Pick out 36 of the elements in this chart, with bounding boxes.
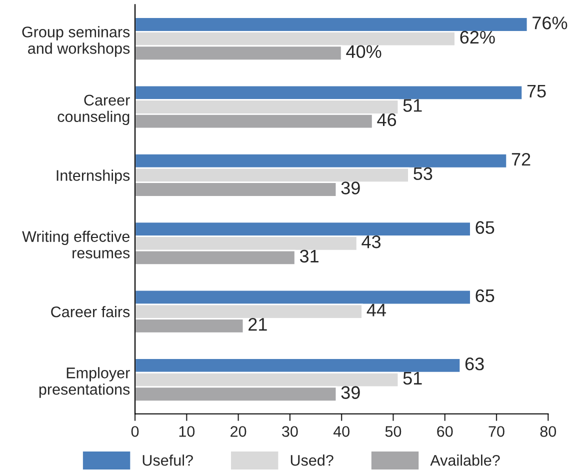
data-label: 65 xyxy=(476,289,494,302)
data-label: 62% xyxy=(460,30,495,44)
y-tick-label: Career counseling xyxy=(58,94,130,126)
x-tick-label: 70 xyxy=(488,426,504,437)
data-label: 44 xyxy=(366,304,386,316)
data-label: 51 xyxy=(403,372,422,385)
x-tick-label: 0 xyxy=(131,426,139,437)
y-tick-label: Career fairs xyxy=(51,306,130,318)
x-tick-label: 40 xyxy=(333,426,350,437)
data-label: 21 xyxy=(248,318,267,331)
data-label: 53 xyxy=(414,167,432,180)
data-label: 51 xyxy=(403,99,422,112)
data-label: 39 xyxy=(341,386,360,399)
legend-label: Useful? xyxy=(142,454,193,466)
data-label: 31 xyxy=(300,250,318,263)
x-tick-label: 10 xyxy=(179,426,195,437)
y-tick-label: Employer presentations xyxy=(39,367,130,398)
data-label: 76% xyxy=(532,16,568,30)
data-label: 63 xyxy=(465,358,484,370)
data-label: 39 xyxy=(341,182,360,194)
x-tick-label: 20 xyxy=(230,426,246,437)
legend-label: Used? xyxy=(290,454,334,466)
x-tick-label: 60 xyxy=(437,426,453,437)
x-tick-label: 30 xyxy=(282,426,298,437)
data-label: 46 xyxy=(377,113,396,126)
data-label: 40% xyxy=(346,45,382,58)
data-label: 75 xyxy=(527,84,546,98)
y-tick-label: Internships xyxy=(56,170,130,184)
y-tick-label: Group seminars and workshops xyxy=(22,26,130,57)
data-label: 43 xyxy=(362,235,381,248)
data-label: 65 xyxy=(476,221,494,234)
y-tick-label: Writing effective resumes xyxy=(22,230,130,258)
x-tick-label: 80 xyxy=(540,426,556,437)
x-tick-label: 50 xyxy=(385,426,402,437)
data-label: 72 xyxy=(512,152,530,166)
legend-label: Available? xyxy=(430,454,500,466)
